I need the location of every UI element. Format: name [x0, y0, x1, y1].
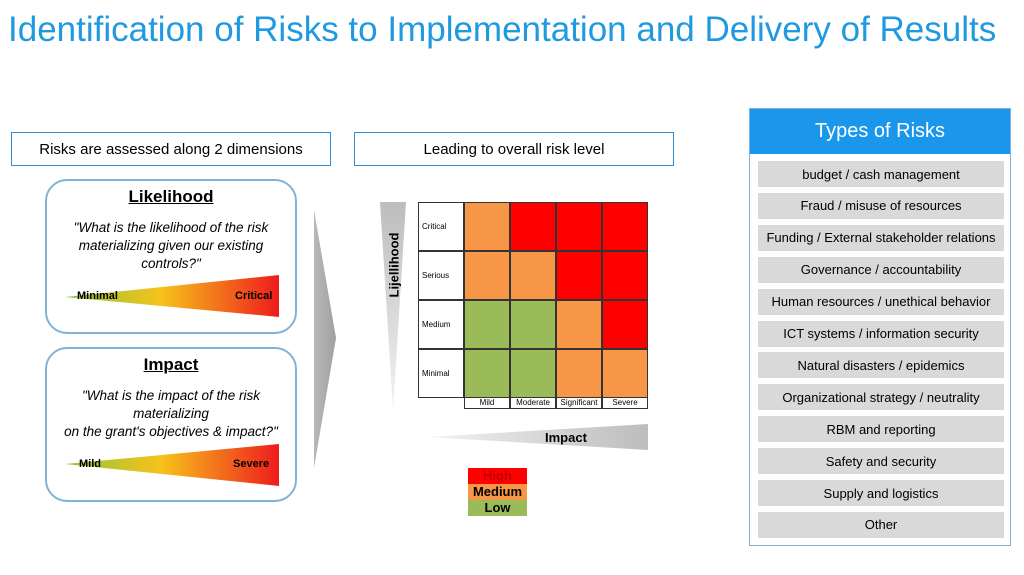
matrix-cell-low	[464, 349, 510, 398]
risk-type-item: budget / cash management	[758, 161, 1004, 187]
matrix-column-label: Severe	[602, 397, 648, 409]
risk-level-legend: High Medium Low	[468, 468, 527, 516]
matrix-cell-high	[602, 202, 648, 251]
matrix-cell-medium	[556, 349, 602, 398]
likelihood-card: Likelihood "What is the likelihood of th…	[45, 179, 297, 334]
matrix-row-label: Minimal	[418, 349, 464, 398]
types-of-risks-title: Types of Risks	[750, 109, 1010, 154]
matrix-row-label: Critical	[418, 202, 464, 251]
matrix-column-label: Significant	[556, 397, 602, 409]
impact-low-label: Mild	[79, 458, 101, 470]
likelihood-high-label: Critical	[235, 290, 273, 302]
matrix-cell-medium	[510, 251, 556, 300]
matrix-cell-low	[464, 300, 510, 349]
matrix-cell-high	[602, 300, 648, 349]
likelihood-axis-label: Lijellihood	[386, 232, 402, 298]
impact-question: "What is the impact of the risk material…	[57, 387, 285, 441]
risk-type-item: Supply and logistics	[758, 480, 1004, 506]
legend-medium: Medium	[468, 484, 527, 500]
impact-gradient-wedge	[65, 444, 279, 486]
impact-question-line: "What is the impact of the risk	[81, 388, 261, 403]
likelihood-low-label: Minimal	[77, 290, 118, 302]
legend-high: High	[468, 468, 527, 484]
dimensions-header: Risks are assessed along 2 dimensions	[11, 132, 331, 166]
right-arrow-icon	[314, 210, 336, 468]
likelihood-question: "What is the likelihood of the risk mate…	[57, 219, 285, 273]
matrix-cell-high	[556, 251, 602, 300]
impact-card: Impact "What is the impact of the risk m…	[45, 347, 297, 502]
risk-type-item: Organizational strategy / neutrality	[758, 384, 1004, 411]
risk-type-item: Human resources / unethical behavior	[758, 288, 1004, 315]
matrix-row-label: Serious	[418, 251, 464, 300]
types-of-risks-panel: Types of Risks budget / cash management F…	[749, 108, 1011, 546]
risk-type-item: RBM and reporting	[758, 416, 1004, 443]
risk-level-header: Leading to overall risk level	[354, 132, 674, 166]
likelihood-axis-wedge	[380, 202, 406, 410]
page-title: Identification of Risks to Implementatio…	[8, 10, 997, 49]
matrix-row-label: Medium	[418, 300, 464, 349]
impact-question-line: on the grant's objectives & impact?"	[64, 424, 278, 439]
likelihood-gradient-wedge	[65, 275, 279, 317]
likelihood-question-line: "What is the likelihood of the risk	[73, 220, 269, 235]
likelihood-question-line: controls?"	[141, 256, 201, 271]
matrix-cell-high	[602, 251, 648, 300]
matrix-cell-low	[510, 349, 556, 398]
likelihood-title: Likelihood	[128, 187, 214, 206]
risk-type-item: Safety and security	[758, 448, 1004, 475]
matrix-column-label: Moderate	[510, 397, 556, 409]
impact-high-label: Severe	[233, 458, 270, 470]
matrix-column-label: Mild	[464, 397, 510, 409]
matrix-cell-medium	[602, 349, 648, 398]
likelihood-question-line: materializing given our existing	[78, 238, 264, 253]
risk-type-item: Other	[758, 511, 1004, 538]
risk-type-item: ICT systems / information security	[758, 320, 1004, 347]
risk-type-item: Funding / External stakeholder relations	[758, 224, 1004, 251]
matrix-cell-low	[510, 300, 556, 349]
matrix-cell-medium	[464, 202, 510, 251]
impact-question-line: materializing	[133, 406, 209, 421]
impact-axis-label: Impact	[545, 430, 587, 445]
matrix-cell-high	[510, 202, 556, 251]
legend-low: Low	[468, 500, 527, 516]
risk-type-item: Governance / accountability	[758, 256, 1004, 283]
impact-title: Impact	[143, 355, 199, 374]
matrix-cell-medium	[464, 251, 510, 300]
matrix-cell-medium	[556, 300, 602, 349]
matrix-cell-high	[556, 202, 602, 251]
impact-axis-wedge	[428, 424, 648, 450]
risk-type-item: Fraud / misuse of resources	[758, 192, 1004, 219]
risk-type-item: Natural disasters / epidemics	[758, 352, 1004, 379]
